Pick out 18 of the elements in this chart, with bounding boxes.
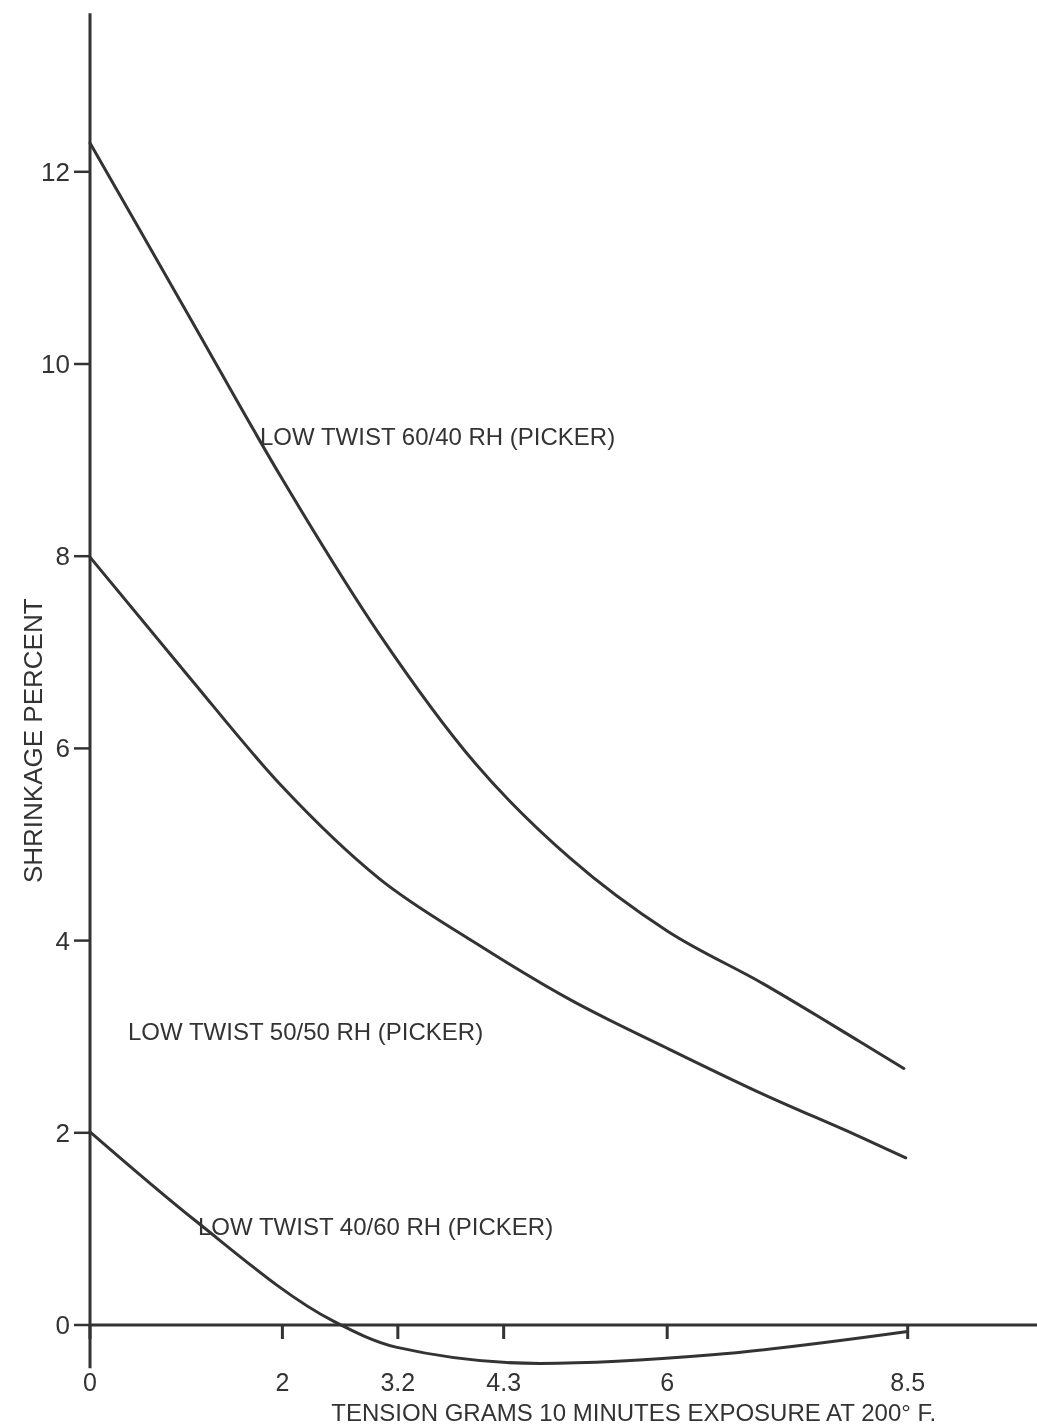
text: LOW TWIST 50/50 RH (PICKER) <box>128 1018 484 1045</box>
x-tick-label: 0 <box>83 1368 97 1396</box>
x-axis-title: TENSION GRAMS 10 MINUTES EXPOSURE AT 200° F. <box>331 1399 937 1426</box>
y-tick-label: 2 <box>55 1117 70 1148</box>
x-tick-label: 6 <box>660 1368 675 1396</box>
x-tick-label: 2 <box>275 1368 290 1396</box>
y-axis-title: SHRINKAGE PERCENT <box>18 598 48 884</box>
y-tick-label: 10 <box>41 349 70 379</box>
y-tick-label: 6 <box>55 733 70 764</box>
x-tick-label: 4.3 <box>486 1368 522 1396</box>
y-tick-label: 0 <box>55 1310 70 1340</box>
series-label: LOW TWIST 40/60 RH (PICKER) <box>198 1213 554 1240</box>
x-tick-label: 3.2 <box>380 1368 416 1396</box>
y-tick-label: 12 <box>41 156 70 187</box>
y-tick-label: 8 <box>55 541 70 572</box>
y-tick-label: 4 <box>55 925 70 956</box>
x-tick-label: 8.5 <box>890 1368 926 1396</box>
series-label: LOW TWIST 60/40 RH (PICKER) <box>260 423 616 450</box>
